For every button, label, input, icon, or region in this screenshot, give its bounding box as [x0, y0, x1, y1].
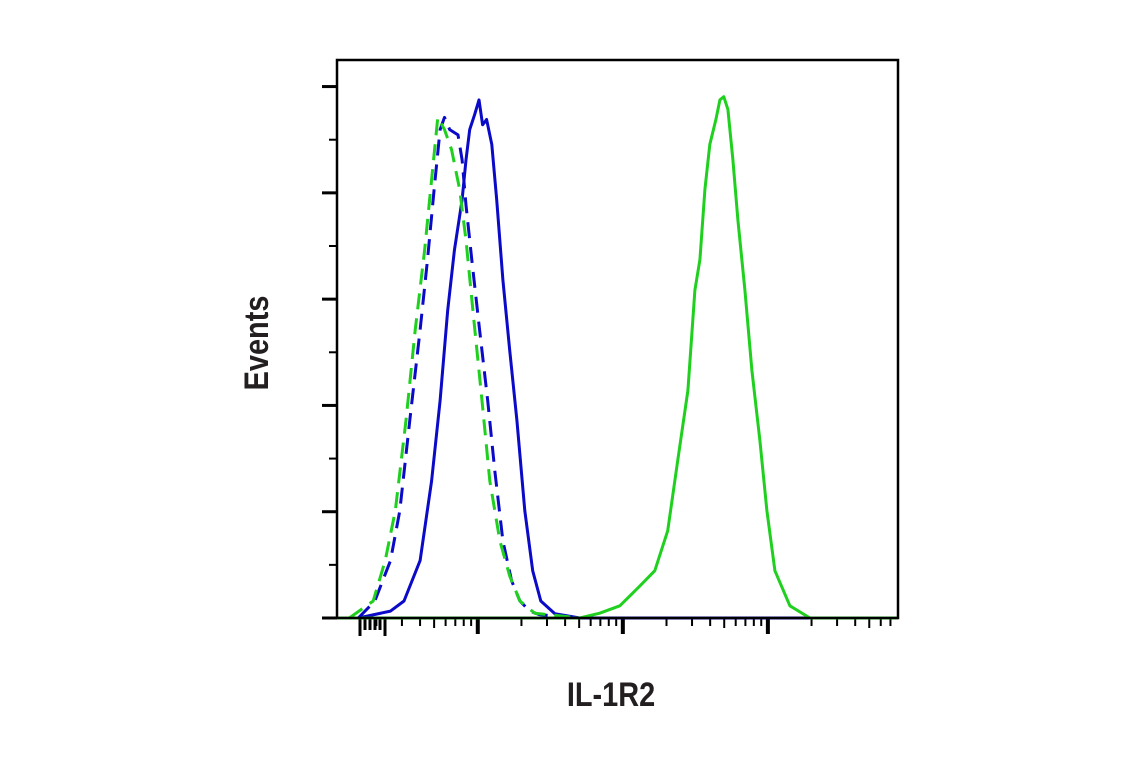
curve-green-solid	[337, 95, 898, 620]
curve-blue-dashed	[357, 115, 580, 620]
curve-green-dashed	[348, 115, 580, 620]
curve-blue-solid	[357, 98, 898, 620]
y-axis-label: Events	[237, 296, 276, 391]
axis-ticks	[322, 85, 892, 636]
x-axis-label: IL-1R2	[567, 675, 655, 714]
plot-frame	[335, 58, 900, 620]
histogram-curves	[337, 95, 898, 620]
